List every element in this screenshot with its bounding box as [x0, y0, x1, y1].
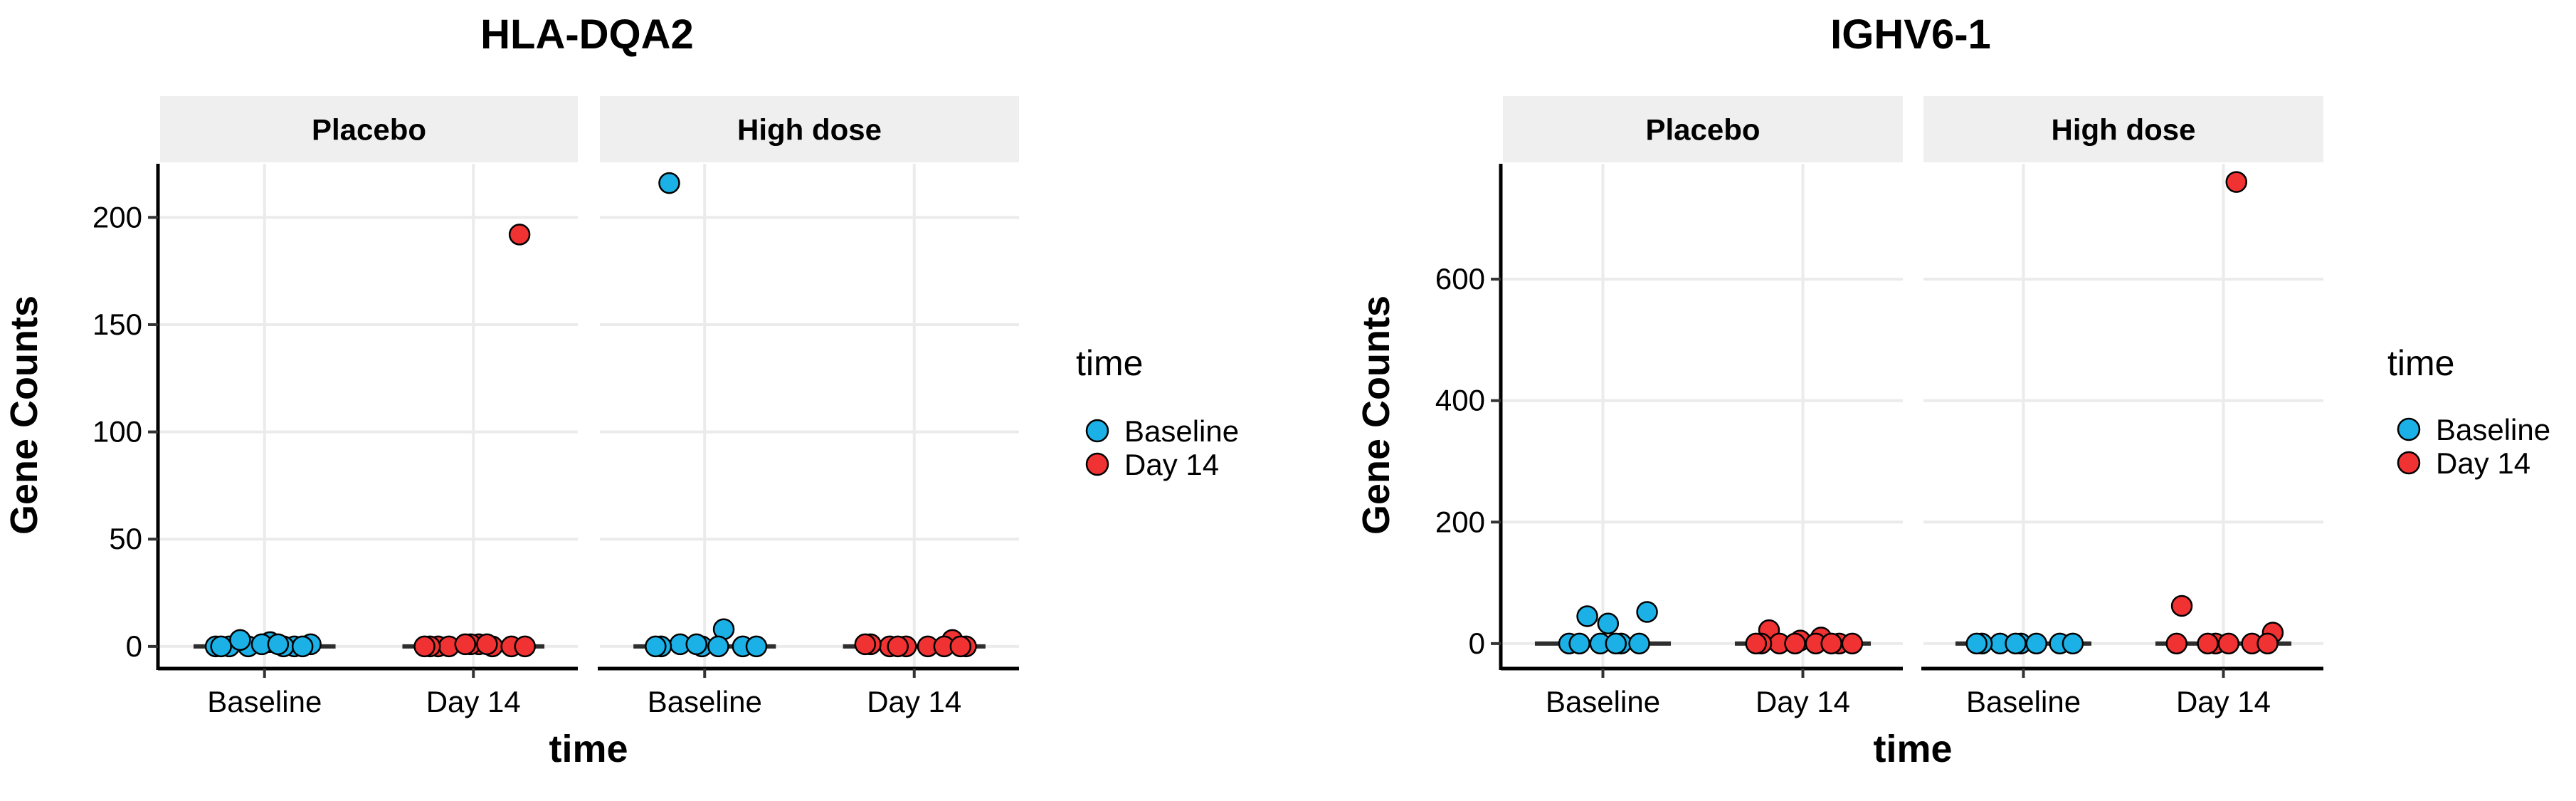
y-tick-label: 150 — [93, 308, 142, 341]
legend-label: Day 14 — [1124, 448, 1219, 481]
x-tick-label: Baseline — [207, 685, 322, 718]
data-point-day-14 — [2165, 632, 2187, 655]
y-tick-label: 600 — [1435, 262, 1485, 295]
legend-marker-baseline — [2397, 417, 2421, 441]
legend-label: Baseline — [1124, 414, 1239, 448]
facet-placebo: Placebo Baseline Day 14 — [1501, 96, 1903, 718]
data-point-baseline — [645, 635, 667, 658]
x-tick-label: Baseline — [1966, 685, 2081, 718]
data-point-baseline — [267, 633, 290, 656]
data-point-day-14 — [514, 635, 536, 658]
data-point-baseline — [1576, 605, 1598, 627]
legend-title: time — [2387, 343, 2454, 383]
x-axis-title: time — [1873, 728, 1952, 770]
legend-label: Day 14 — [2436, 446, 2530, 480]
facet-label: High dose — [737, 113, 882, 147]
x-tick-label: Day 14 — [1756, 685, 1850, 718]
data-point-day-14 — [949, 635, 972, 658]
data-point-day-14 — [854, 633, 877, 656]
x-tick-label: Baseline — [648, 685, 762, 718]
facet-strip — [1503, 96, 1903, 162]
x-tick-label: Day 14 — [426, 685, 521, 718]
data-point-day-14 — [2225, 171, 2248, 193]
data-point-baseline — [2025, 632, 2048, 655]
data-point-baseline — [1597, 612, 1620, 634]
y-tick-label: 0 — [1469, 627, 1485, 660]
data-point-day-14 — [2170, 595, 2193, 617]
facet-strip — [1923, 96, 2323, 162]
y-tick-label: 0 — [126, 629, 142, 663]
facet-high-dose: High dose Baseline Day 14 — [598, 96, 1019, 718]
data-point-day-14 — [476, 633, 498, 656]
data-point-day-14 — [413, 635, 436, 658]
y-axis-title: Gene Counts — [3, 295, 46, 535]
legend-label: Baseline — [2436, 413, 2550, 446]
x-axis-title: time — [549, 728, 628, 770]
legend-title: time — [1076, 343, 1143, 383]
x-tick-label: Baseline — [1546, 685, 1660, 718]
data-point-baseline — [291, 635, 314, 658]
data-point-baseline — [658, 172, 680, 194]
x-tick-label: Day 14 — [2176, 685, 2271, 718]
facet-label: Placebo — [312, 113, 426, 147]
data-point-baseline — [1605, 632, 1627, 655]
data-point-baseline — [1568, 632, 1590, 655]
data-point-baseline — [707, 635, 729, 658]
data-point-baseline — [210, 635, 232, 658]
data-point-baseline — [2062, 632, 2084, 655]
data-point-baseline — [745, 635, 768, 658]
data-point-day-14 — [508, 224, 531, 246]
data-point-baseline — [1636, 601, 1658, 623]
facet-strip — [160, 96, 578, 162]
legend-marker-baseline — [1085, 419, 1109, 443]
y-axis-title: Gene Counts — [1355, 295, 1398, 535]
data-point-baseline — [2005, 632, 2027, 655]
data-point-day-14 — [1820, 632, 1842, 655]
data-point-day-14 — [454, 633, 477, 656]
facet-placebo: Placebo Baseline Day 14 — [158, 96, 578, 718]
data-point-day-14 — [1745, 632, 1767, 655]
data-point-baseline — [229, 629, 251, 651]
y-tick-label: 400 — [1435, 384, 1485, 417]
y-tick-label: 200 — [93, 200, 142, 234]
data-point-day-14 — [887, 635, 909, 658]
data-point-day-14 — [1784, 632, 1806, 655]
facet-label: High dose — [2051, 113, 2195, 147]
facet-strip — [600, 96, 1019, 162]
legend-marker-day-14 — [1085, 452, 1109, 476]
data-point-day-14 — [2256, 632, 2279, 655]
legend-marker-day-14 — [2397, 451, 2421, 475]
y-tick-label: 50 — [109, 522, 142, 555]
data-point-day-14 — [2197, 632, 2219, 655]
facet-label: Placebo — [1645, 113, 1760, 147]
y-tick-label: 100 — [93, 415, 142, 449]
data-point-baseline — [685, 633, 708, 656]
y-tick-label: 200 — [1435, 505, 1485, 538]
data-point-baseline — [1628, 632, 1650, 655]
chart-title: HLA-DQA2 — [480, 11, 694, 58]
data-point-day-14 — [2217, 632, 2240, 655]
facet-high-dose: High dose Baseline Day 14 — [1921, 96, 2323, 718]
chart-title: IGHV6-1 — [1830, 11, 1991, 58]
data-point-day-14 — [1841, 632, 1864, 655]
x-tick-label: Day 14 — [867, 685, 961, 718]
data-point-baseline — [1965, 632, 1988, 655]
